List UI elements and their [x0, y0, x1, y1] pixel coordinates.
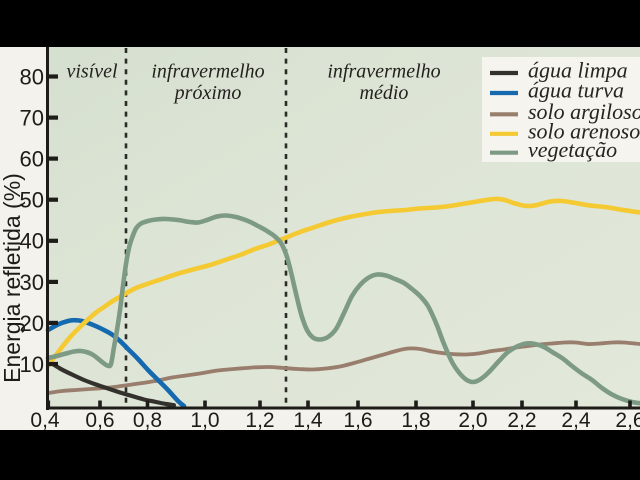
svg-text:0,8: 0,8 — [133, 409, 162, 432]
svg-text:2,6: 2,6 — [615, 409, 640, 432]
svg-text:solo arenoso: solo arenoso — [528, 118, 640, 143]
svg-text:40: 40 — [20, 229, 44, 254]
svg-text:vegetação: vegetação — [528, 137, 617, 162]
svg-text:70: 70 — [20, 106, 44, 131]
svg-text:30: 30 — [20, 270, 44, 295]
svg-text:água turva: água turva — [528, 78, 624, 103]
svg-text:2,4: 2,4 — [561, 409, 591, 432]
svg-text:80: 80 — [20, 64, 44, 89]
svg-text:50: 50 — [20, 188, 44, 213]
svg-text:água limpa: água limpa — [528, 58, 628, 83]
svg-text:próximo: próximo — [173, 82, 242, 104]
svg-text:1,0: 1,0 — [190, 409, 219, 432]
svg-text:1,8: 1,8 — [401, 409, 430, 432]
svg-text:20: 20 — [20, 311, 44, 336]
svg-text:médio: médio — [360, 82, 409, 104]
svg-text:1,2: 1,2 — [245, 409, 274, 432]
svg-text:0,6: 0,6 — [85, 409, 114, 432]
svg-text:infravermelho: infravermelho — [151, 61, 264, 83]
svg-text:1,4: 1,4 — [293, 409, 323, 432]
svg-text:0,4: 0,4 — [30, 409, 60, 432]
svg-text:2,2: 2,2 — [507, 409, 536, 432]
svg-text:2,0: 2,0 — [458, 409, 487, 432]
svg-text:1,6: 1,6 — [343, 409, 372, 432]
svg-text:60: 60 — [20, 147, 44, 172]
svg-text:infravermelho: infravermelho — [327, 61, 440, 83]
svg-text:visível: visível — [66, 61, 118, 83]
svg-text:solo argiloso: solo argiloso — [528, 99, 640, 124]
svg-text:10: 10 — [20, 352, 44, 377]
svg-text:Energia refletida (%): Energia refletida (%) — [0, 173, 25, 383]
